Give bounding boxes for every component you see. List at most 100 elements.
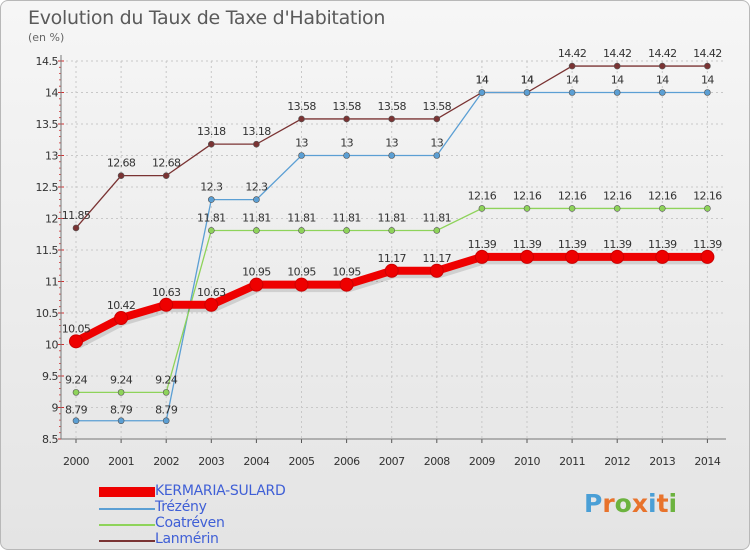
data-label: 14: [701, 74, 714, 87]
data-point: [704, 205, 711, 212]
data-point: [613, 89, 621, 96]
data-point: [704, 62, 711, 70]
chart-subtitle: (en %): [28, 31, 65, 44]
data-point: [388, 152, 396, 159]
data-label: 11.39: [603, 238, 632, 251]
x-tick-label: 2014: [694, 455, 720, 468]
data-point: [208, 227, 215, 234]
data-point: [658, 205, 666, 212]
data-label: 9.24: [65, 373, 88, 386]
data-label: 12.16: [513, 189, 542, 202]
logo-letter: t: [656, 489, 669, 518]
data-label: 14.42: [558, 47, 587, 60]
data-label: 14: [521, 74, 534, 87]
x-tick-label: 2009: [469, 455, 495, 468]
data-label: 13.58: [287, 100, 316, 113]
data-point: [655, 249, 670, 264]
data-label: 11.81: [332, 211, 361, 224]
data-label: 14.42: [693, 47, 722, 60]
x-tick-label: 2003: [198, 455, 224, 468]
data-point: [294, 277, 309, 292]
logo-letter: r: [602, 489, 615, 518]
data-point: [658, 89, 666, 96]
y-tick-label: 9: [52, 402, 59, 415]
data-point: [388, 227, 396, 234]
chart-title: Evolution du Taux de Taxe d'Habitation: [28, 7, 386, 29]
data-point: [568, 205, 576, 212]
label-layer: 11.85 12.68 12.68 13.18 13.18 13.58 13.58 13.58…: [62, 47, 723, 417]
data-point: [658, 62, 666, 70]
legend-label: Lanmérin: [155, 531, 219, 547]
data-label: 14.42: [648, 47, 677, 60]
series-layer: [69, 62, 715, 425]
data-label: 12.16: [648, 189, 677, 202]
data-point: [208, 196, 215, 203]
data-point: [298, 227, 305, 234]
data-label: 13.58: [332, 100, 361, 113]
data-point: [565, 249, 580, 264]
data-label: 11.17: [423, 252, 452, 265]
data-point: [610, 249, 625, 264]
data-label: 11.39: [693, 238, 722, 251]
data-point: [704, 89, 711, 96]
data-label: 14: [656, 74, 669, 87]
x-tick-label: 2008: [424, 455, 450, 468]
data-point: [343, 115, 350, 123]
data-point: [117, 172, 125, 179]
data-label: 10.63: [152, 286, 181, 299]
x-tick-label: 2011: [559, 455, 585, 468]
data-point: [162, 417, 170, 425]
data-label: 12.68: [107, 157, 136, 170]
data-point: [568, 62, 576, 70]
legend-label: Trézény: [155, 499, 207, 515]
data-point: [72, 417, 80, 425]
data-label: 13: [295, 137, 308, 150]
data-point: [72, 224, 80, 232]
logo-letter: x: [631, 489, 648, 518]
data-point: [568, 89, 576, 96]
y-tick-label: 11: [45, 276, 58, 289]
y-tick-label: 10: [45, 339, 58, 352]
data-point: [523, 89, 531, 96]
y-tick-label: 9.5: [42, 370, 58, 383]
data-label: 14: [611, 74, 624, 87]
x-tick-label: 2002: [153, 455, 179, 468]
y-tick-label: 12.5: [36, 181, 59, 194]
data-point: [388, 115, 396, 123]
data-point: [520, 249, 534, 264]
data-label: 10.05: [62, 322, 91, 335]
legend-swatch-coatreven: [99, 524, 155, 526]
data-label: 14: [475, 74, 488, 87]
logo-letter: P: [584, 489, 603, 518]
y-tick-label: 12: [45, 213, 58, 226]
data-point: [253, 196, 260, 203]
data-label: 11.81: [242, 211, 271, 224]
data-label: 13.58: [377, 100, 406, 113]
data-label: 12.16: [693, 189, 722, 202]
data-label: 13: [340, 137, 353, 150]
axis-layer: 8.5 9 9.5 10 10.5 11 11.5 12 12.5 13 13.5 14 14.5 200…: [36, 55, 726, 468]
data-point: [208, 140, 215, 148]
data-label: 13.58: [423, 100, 452, 113]
data-label: 14: [566, 74, 579, 87]
proxiti-logo: Proxiti: [584, 489, 677, 518]
data-point: [478, 205, 486, 212]
data-label: 10.63: [197, 286, 226, 299]
data-point: [384, 263, 399, 278]
data-label: 8.79: [65, 404, 88, 417]
data-point: [613, 62, 621, 70]
y-tick-label: 14.5: [36, 55, 59, 68]
data-label: 13.18: [242, 125, 271, 138]
x-tick-label: 2007: [379, 455, 405, 468]
y-tick-label: 13: [45, 150, 58, 163]
legend-swatch-lanmerin: [99, 540, 155, 542]
logo-letter: i: [648, 489, 657, 518]
data-point: [478, 89, 486, 96]
data-label: 14: [475, 74, 488, 87]
data-label: 9.24: [155, 373, 178, 386]
legend-swatch-trezeny: [99, 508, 155, 510]
y-tick-label: 8.5: [42, 433, 58, 446]
data-label: 9.24: [110, 373, 133, 386]
